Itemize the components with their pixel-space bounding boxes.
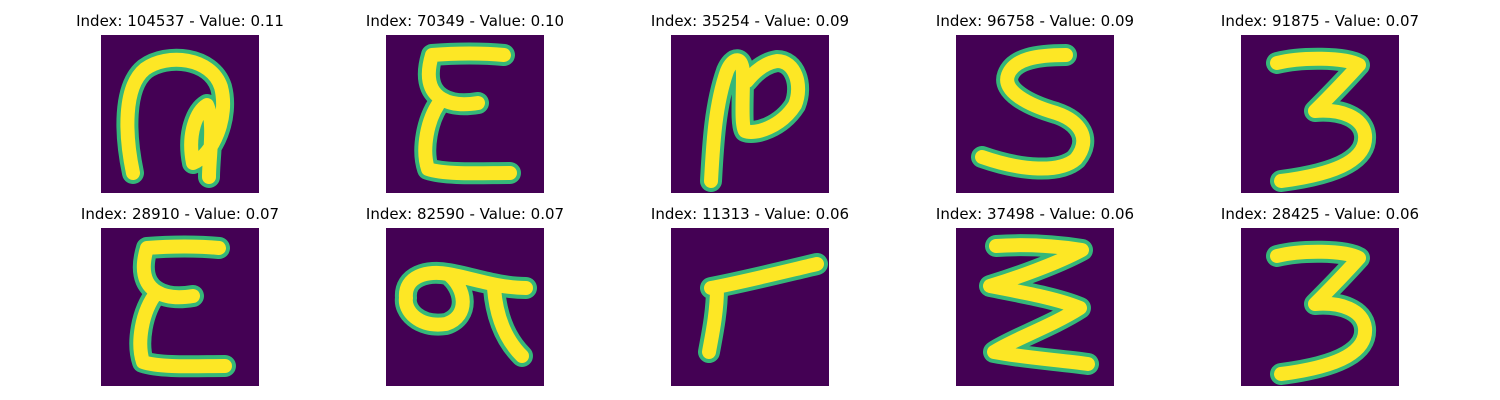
- handwritten-character-image: [101, 35, 259, 193]
- panel-title: Index: 28425 - Value: 0.06: [1220, 205, 1420, 223]
- panel-title: Index: 28910 - Value: 0.07: [80, 205, 280, 223]
- image-panel: Index: 96758 - Value: 0.09: [885, 9, 1185, 199]
- glyph-core: [1270, 244, 1373, 381]
- panel-title: Index: 82590 - Value: 0.07: [365, 205, 565, 223]
- glyph-core: [1270, 51, 1373, 188]
- glyph-strokes: [971, 44, 1095, 180]
- glyph-strokes: [414, 42, 521, 185]
- image-panel: Index: 37498 - Value: 0.06: [885, 202, 1185, 392]
- handwritten-character-image: [671, 228, 829, 386]
- panel-title: Index: 35254 - Value: 0.09: [650, 12, 850, 30]
- image-panel: Index: 104537 - Value: 0.11: [30, 9, 330, 199]
- image-panel: Index: 11313 - Value: 0.06: [600, 202, 900, 392]
- glyph-strokes: [394, 261, 537, 367]
- panel-title: Index: 91875 - Value: 0.07: [1220, 12, 1420, 30]
- glyph-core: [704, 53, 806, 188]
- panel-title: Index: 96758 - Value: 0.09: [935, 12, 1135, 30]
- glyph-core: [418, 46, 517, 181]
- handwritten-character-image: [1241, 228, 1399, 386]
- handwritten-character-image: [956, 35, 1114, 193]
- image-panel: Index: 70349 - Value: 0.10: [315, 9, 615, 199]
- panel-title: Index: 37498 - Value: 0.06: [935, 205, 1135, 223]
- image-panel: Index: 82590 - Value: 0.07: [315, 202, 615, 392]
- image-panel: Index: 91875 - Value: 0.07: [1170, 9, 1470, 199]
- handwritten-character-image: [386, 228, 544, 386]
- glyph-core: [702, 257, 824, 359]
- glyph-strokes: [1266, 240, 1377, 385]
- glyph-strokes: [700, 49, 810, 192]
- glyph-strokes: [129, 235, 236, 378]
- glyph-strokes: [698, 253, 828, 363]
- handwritten-character-image: [386, 35, 544, 193]
- handwritten-character-image: [671, 35, 829, 193]
- handwritten-character-image: [956, 228, 1114, 386]
- glyph-strokes: [116, 48, 235, 188]
- image-panel: Index: 28910 - Value: 0.07: [30, 202, 330, 392]
- glyph-core: [120, 52, 231, 184]
- image-panel: Index: 28425 - Value: 0.06: [1170, 202, 1470, 392]
- handwritten-character-image: [101, 228, 259, 386]
- panel-title: Index: 70349 - Value: 0.10: [365, 12, 565, 30]
- panel-title: Index: 11313 - Value: 0.06: [650, 205, 850, 223]
- glyph-core: [133, 239, 232, 374]
- panel-title: Index: 104537 - Value: 0.11: [76, 12, 284, 30]
- glyph-core: [398, 265, 533, 363]
- handwritten-character-image: [1241, 35, 1399, 193]
- glyph-core: [975, 48, 1091, 176]
- glyph-strokes: [1266, 47, 1377, 192]
- glyph-core: [983, 238, 1095, 371]
- image-panel: Index: 35254 - Value: 0.09: [600, 9, 900, 199]
- glyph-strokes: [979, 234, 1099, 375]
